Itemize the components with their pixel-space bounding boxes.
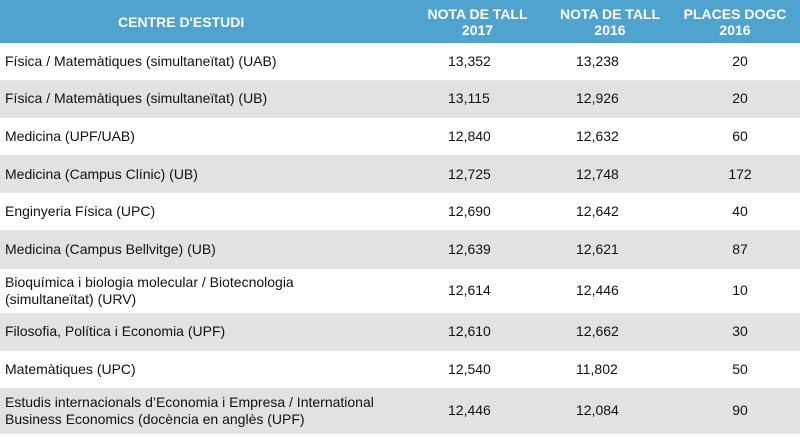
nota-2017: 12,540	[448, 360, 491, 377]
nota-2016: 12,446	[576, 282, 619, 299]
places: 10	[732, 282, 748, 299]
nota-2017: 12,610	[448, 323, 491, 340]
nota-2016: 12,662	[576, 323, 619, 340]
table-row: Física / Matemàtiques (simultaneïtat) (U…	[0, 43, 800, 81]
table-row: Enginyeria Física (UPC) 12,690 12,642 40	[0, 193, 800, 231]
nota-2017: 12,840	[448, 127, 491, 144]
nota-2016: 12,084	[576, 402, 619, 419]
nota-2017: 13,352	[448, 52, 491, 69]
centre-name: Medicina (Campus Clínic) (UB)	[5, 165, 198, 182]
header-nota-2016-line1: NOTA DE TALL	[559, 5, 661, 22]
nota-2017: 12,614	[448, 282, 491, 299]
nota-2017: 12,725	[448, 165, 491, 182]
nota-2017: 13,115	[448, 90, 490, 107]
table-row: Medicina (Campus Bellvitge) (UB) 12,639 …	[0, 230, 800, 269]
centre-name: Física / Matemàtiques (simultaneïtat) (U…	[5, 90, 268, 107]
centre-name-line2: Business Economics (docència en anglès (…	[5, 410, 305, 427]
centre-name-line1: Bioquímica i biologia molecular / Biotec…	[5, 273, 294, 290]
nota-2016: 12,642	[576, 203, 619, 220]
places: 40	[732, 203, 748, 220]
header-centre-label: CENTRE D'ESTUDI	[118, 13, 245, 30]
table-row: Estudis internacionals d’Economia i Empr…	[0, 388, 800, 434]
table-row: Bioquímica i biologia molecular / Biotec…	[0, 269, 800, 314]
table-row: Física / Matemàtiques (simultaneïtat) (U…	[0, 80, 800, 119]
centre-name: Enginyeria Física (UPC)	[5, 203, 156, 220]
nota-2017: 12,690	[448, 203, 491, 220]
header-nota-2017-line1: NOTA DE TALL	[427, 5, 528, 22]
centre-name: Estudis internacionals d’Economia i Empr…	[5, 394, 374, 428]
header-nota-2016: NOTA DE TALL 2016	[550, 0, 670, 43]
centre-name: Bioquímica i biologia molecular / Biotec…	[5, 274, 294, 308]
header-nota-2017-line2: 2017	[461, 21, 494, 38]
nota-2016: 11,802	[576, 360, 618, 377]
places: 50	[732, 360, 748, 377]
places: 30	[732, 323, 748, 340]
header-places-dogc: PLACES DOGC 2016	[670, 0, 800, 43]
centre-name: Filosofia, Política i Economia (UPF)	[5, 323, 226, 340]
nota-2016: 13,238	[576, 52, 619, 69]
nota-2017: 12,446	[448, 402, 491, 419]
centre-name: Medicina (UPF/UAB)	[5, 127, 135, 144]
places: 172	[728, 165, 752, 182]
places: 20	[732, 90, 748, 107]
header-nota-2016-line2: 2016	[594, 21, 626, 38]
table-header: CENTRE D'ESTUDI NOTA DE TALL 2017 NOTA D…	[0, 0, 800, 43]
places: 60	[732, 127, 748, 144]
centre-name-line1: Estudis internacionals d’Economia i Empr…	[5, 393, 374, 410]
header-nota-2017: NOTA DE TALL 2017	[405, 0, 550, 43]
nota-2017: 12,639	[448, 240, 491, 257]
nota-2016: 12,632	[576, 127, 619, 144]
places: 90	[732, 402, 748, 419]
header-places-line2: 2016	[719, 21, 751, 38]
table-row: Filosofia, Política i Economia (UPF) 12,…	[0, 313, 800, 352]
nota-2016: 12,621	[576, 240, 619, 257]
table-row: Matemàtiques (UPC) 12,540 11,802 50	[0, 351, 800, 389]
nota-2016: 12,926	[576, 90, 619, 107]
centre-name: Medicina (Campus Bellvitge) (UB)	[5, 240, 216, 257]
places: 20	[732, 52, 748, 69]
table-row: Medicina (Campus Clínic) (UB) 12,725 12,…	[0, 155, 800, 194]
table-row: Medicina (UPF/UAB) 12,840 12,632 60	[0, 118, 800, 156]
centre-name: Física / Matemàtiques (simultaneïtat) (U…	[5, 52, 277, 69]
places: 87	[732, 240, 748, 257]
centre-name-line2: (simultaneïtat) (URV)	[5, 290, 137, 307]
nota-2016: 12,748	[576, 165, 619, 182]
centre-name: Matemàtiques (UPC)	[5, 360, 136, 377]
header-places-line1: PLACES DOGC	[683, 5, 787, 22]
header-centre-destudi: CENTRE D'ESTUDI	[0, 0, 405, 43]
